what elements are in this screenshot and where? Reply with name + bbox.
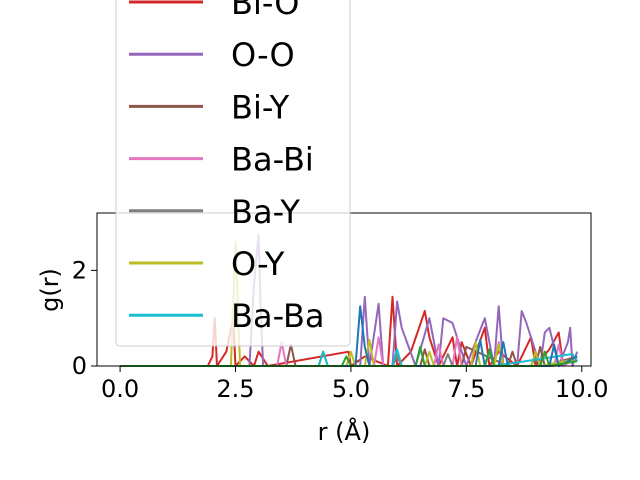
x-tick-label: 0.0 [101,375,139,403]
x-tick-label: 5.0 [332,375,370,403]
x-axis-label: r (Å) [318,417,371,446]
legend-label: Bi-O [231,0,299,22]
x-tick-label: 7.5 [447,375,485,403]
legend-label: Bi-Y [231,88,290,126]
y-axis-ticks: 02 [72,256,97,380]
legend-label: Ba-Y [231,193,300,231]
legend-box [115,0,351,347]
x-tick-label: 10.0 [555,375,608,403]
x-axis-ticks: 0.0 2.5 5.0 7.5 10.0 [101,366,608,403]
x-tick-label: 2.5 [216,375,254,403]
legend-label: Ba-Bi [231,141,314,179]
legend: Bi-O O-O Bi-Y Ba-Bi Ba-Y O-Y Ba-Ba [115,0,351,347]
legend-label: Ba-Ba [231,297,325,335]
legend-label: O-Y [231,245,285,283]
y-tick-label: 2 [72,256,87,284]
y-tick-label: 0 [72,352,87,380]
legend-label: O-O [231,36,295,74]
y-axis-label: g(r) [36,268,64,312]
